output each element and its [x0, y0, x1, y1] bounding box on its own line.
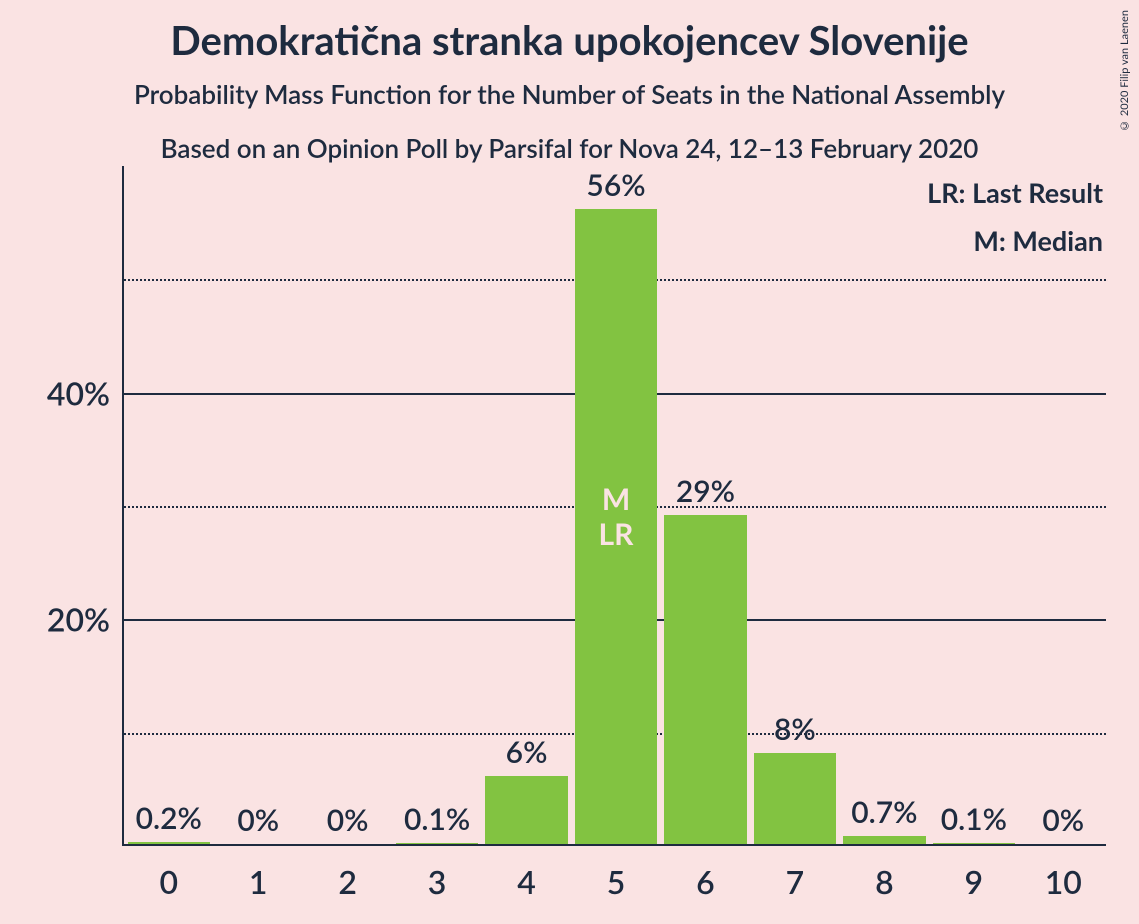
- bar: [843, 836, 925, 844]
- y-axis-tick-label: 40%: [47, 373, 110, 412]
- bar-value-label: 0.1%: [929, 801, 1018, 837]
- x-axis-tick-label: 5: [571, 862, 660, 901]
- bar-value-label: 8%: [750, 711, 839, 747]
- x-axis-tick-label: 0: [124, 862, 213, 901]
- legend: LR: Last Result M: Median: [927, 176, 1103, 257]
- bar: [933, 843, 1015, 844]
- bar-value-label: 0.1%: [392, 801, 481, 837]
- x-axis-tick-label: 6: [661, 862, 750, 901]
- x-axis-tick-label: 8: [840, 862, 929, 901]
- chart-plot-area: 20%40%0.2%00%10%20.1%36%456%529%68%70.7%…: [122, 166, 1106, 846]
- legend-line: LR: Last Result: [927, 176, 1103, 209]
- bar: [485, 776, 567, 844]
- bar-annotation-line: M: [575, 482, 657, 517]
- legend-line: M: Median: [927, 224, 1103, 257]
- bar-annotation-line: LR: [575, 517, 657, 552]
- x-axis-tick-label: 2: [303, 862, 392, 901]
- bar-value-label: 0.2%: [124, 800, 213, 836]
- bar: [664, 515, 746, 844]
- y-axis-tick-label: 20%: [47, 600, 110, 639]
- bar: [396, 843, 478, 844]
- bar-value-label: 29%: [661, 473, 750, 509]
- chart-subtitle-2: Based on an Opinion Poll by Parsifal for…: [0, 132, 1139, 164]
- bar-value-label: 56%: [571, 167, 660, 203]
- x-axis-tick-label: 4: [482, 862, 571, 901]
- bar: [128, 842, 210, 844]
- x-axis-tick-label: 3: [392, 862, 481, 901]
- bar-value-label: 0%: [213, 802, 302, 838]
- copyright-text: © 2020 Filip van Laenen: [1118, 10, 1131, 132]
- x-axis-tick-label: 9: [929, 862, 1018, 901]
- x-axis-tick-label: 10: [1019, 862, 1108, 901]
- bar-value-label: 6%: [482, 734, 571, 770]
- bar-annotation: MLR: [575, 482, 657, 551]
- x-axis-tick-label: 7: [750, 862, 839, 901]
- chart-title: Demokratična stranka upokojencev Sloveni…: [0, 0, 1139, 64]
- x-axis-tick-label: 1: [213, 862, 302, 901]
- bar: [754, 753, 836, 844]
- bar-value-label: 0.7%: [840, 794, 929, 830]
- bar-value-label: 0%: [1019, 802, 1108, 838]
- chart-subtitle-1: Probability Mass Function for the Number…: [0, 78, 1139, 110]
- bar-value-label: 0%: [303, 802, 392, 838]
